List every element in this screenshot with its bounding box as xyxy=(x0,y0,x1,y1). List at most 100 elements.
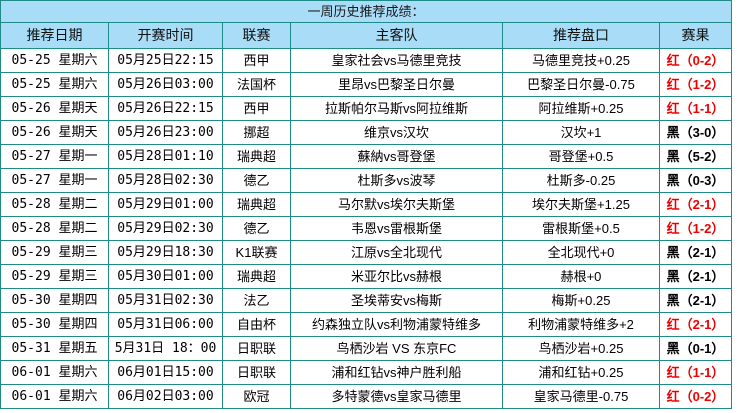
cell-handicap: 杜斯多-0.25 xyxy=(502,168,660,193)
cell-date: 05-27 星期一 xyxy=(0,168,109,193)
table-row[interactable]: 06-01 星期六 06月02日03:00 欧冠 多特蒙德vs皇家马德里 皇家马德里-0… xyxy=(0,384,733,409)
table-title: 一周历史推荐成绩： xyxy=(0,0,733,23)
cell-result: 红（1-2） xyxy=(658,216,733,241)
cell-result: 红（2-1） xyxy=(658,312,733,337)
cell-teams: 马尔默vs埃尔夫斯堡 xyxy=(290,192,503,217)
cell-time: 05月28日01:10 xyxy=(108,144,223,169)
cell-handicap: 哥登堡+0.5 xyxy=(502,144,660,169)
table-row[interactable]: 05-27 星期一 05月28日02:30 德乙 杜斯多vs波琴 杜斯多-0.25 黑（0… xyxy=(0,168,733,193)
cell-league: 自由杯 xyxy=(222,312,291,337)
cell-league: 瑞典超 xyxy=(222,192,291,217)
cell-teams: 约森独立队vs利物浦蒙特维多 xyxy=(290,312,503,337)
cell-handicap: 皇家马德里-0.75 xyxy=(502,384,660,409)
cell-league: 日职联 xyxy=(222,336,291,361)
cell-result: 黑（2-1） xyxy=(658,288,733,313)
column-header-handicap[interactable]: 推荐盘口 xyxy=(502,22,660,49)
table-row[interactable]: 05-30 星期四 05月31日02:30 法乙 圣埃蒂安vs梅斯 梅斯+0.25 黑（2… xyxy=(0,288,733,313)
cell-result: 红（0-2） xyxy=(658,384,733,409)
cell-date: 05-26 星期天 xyxy=(0,120,109,145)
column-header-league[interactable]: 联赛 xyxy=(222,22,291,49)
cell-league: 挪超 xyxy=(222,120,291,145)
cell-date: 05-28 星期二 xyxy=(0,192,109,217)
column-header-teams[interactable]: 主客队 xyxy=(290,22,503,49)
cell-time: 05月31日06:00 xyxy=(108,312,223,337)
table-row[interactable]: 05-28 星期二 05月29日02:30 德乙 韦恩vs雷根斯堡 雷根斯堡+0.5 红（… xyxy=(0,216,733,241)
cell-date: 05-29 星期三 xyxy=(0,240,109,265)
cell-date: 05-25 星期六 xyxy=(0,48,109,73)
cell-time: 05月28日02:30 xyxy=(108,168,223,193)
cell-time: 05月26日23:00 xyxy=(108,120,223,145)
cell-handicap: 埃尔夫斯堡+1.25 xyxy=(502,192,660,217)
cell-teams: 圣埃蒂安vs梅斯 xyxy=(290,288,503,313)
cell-teams: 江原vs全北现代 xyxy=(290,240,503,265)
cell-time: 05月26日22:15 xyxy=(108,96,223,121)
cell-handicap: 巴黎圣日尔曼-0.75 xyxy=(502,72,660,97)
cell-result: 红（1-1） xyxy=(658,96,733,121)
table-row[interactable]: 05-26 星期天 05月26日23:00 挪超 维京vs汉坎 汉坎+1 黑（3-0） xyxy=(0,120,733,145)
cell-result: 黑（2-1） xyxy=(658,240,733,265)
table-row[interactable]: 05-26 星期天 05月26日22:15 西甲 拉斯帕尔马斯vs阿拉维斯 阿拉维斯+0… xyxy=(0,96,733,121)
cell-handicap: 阿拉维斯+0.25 xyxy=(502,96,660,121)
cell-time: 05月26日03:00 xyxy=(108,72,223,97)
cell-handicap: 赫根+0 xyxy=(502,264,660,289)
cell-handicap: 全北现代+0 xyxy=(502,240,660,265)
cell-handicap: 鸟栖沙岩+0.25 xyxy=(502,336,660,361)
table-row[interactable]: 05-29 星期三 05月29日18:30 K1联赛 江原vs全北现代 全北现代+0 黑（… xyxy=(0,240,733,265)
cell-league: 日职联 xyxy=(222,360,291,385)
cell-teams: 拉斯帕尔马斯vs阿拉维斯 xyxy=(290,96,503,121)
table-row[interactable]: 05-30 星期四 05月31日06:00 自由杯 约森独立队vs利物浦蒙特维多 利物浦… xyxy=(0,312,733,337)
table-header-row: 推荐日期 开赛时间 联赛 主客队 推荐盘口 赛果 xyxy=(0,22,733,49)
cell-teams: 浦和红钻vs神户胜利船 xyxy=(290,360,503,385)
cell-league: 西甲 xyxy=(222,96,291,121)
cell-time: 05月30日01:00 xyxy=(108,264,223,289)
cell-date: 05-30 星期四 xyxy=(0,312,109,337)
cell-league: 欧冠 xyxy=(222,384,291,409)
cell-result: 黑（0-3） xyxy=(658,168,733,193)
table-row[interactable]: 06-01 星期六 06月01日15:00 日职联 浦和红钻vs神户胜利船 浦和红钻+0… xyxy=(0,360,733,385)
cell-result: 红（1-1） xyxy=(658,360,733,385)
cell-teams: 杜斯多vs波琴 xyxy=(290,168,503,193)
cell-date: 06-01 星期六 xyxy=(0,384,109,409)
history-table-container: 一周历史推荐成绩： 推荐日期 开赛时间 联赛 主客队 推荐盘口 赛果 05-25 星期六 0… xyxy=(0,0,733,409)
cell-date: 05-27 星期一 xyxy=(0,144,109,169)
cell-date: 05-30 星期四 xyxy=(0,288,109,313)
cell-handicap: 利物浦蒙特维多+2 xyxy=(502,312,660,337)
cell-time: 06月01日15:00 xyxy=(108,360,223,385)
column-header-date[interactable]: 推荐日期 xyxy=(0,22,109,49)
cell-time: 05月29日18:30 xyxy=(108,240,223,265)
cell-handicap: 梅斯+0.25 xyxy=(502,288,660,313)
table-row[interactable]: 05-27 星期一 05月28日01:10 瑞典超 蘇納vs哥登堡 哥登堡+0.5 黑（5… xyxy=(0,144,733,169)
cell-teams: 多特蒙德vs皇家马德里 xyxy=(290,384,503,409)
column-header-result[interactable]: 赛果 xyxy=(658,22,733,49)
cell-teams: 米亚尔比vs赫根 xyxy=(290,264,503,289)
cell-time: 05月25日22:15 xyxy=(108,48,223,73)
table-row[interactable]: 05-25 星期六 05月25日22:15 西甲 皇家社会vs马德里竞技 马德里竞技+0… xyxy=(0,48,733,73)
cell-result: 红（0-2） xyxy=(658,48,733,73)
cell-league: K1联赛 xyxy=(222,240,291,265)
cell-handicap: 浦和红钻+0.25 xyxy=(502,360,660,385)
cell-result: 黑（5-2） xyxy=(658,144,733,169)
column-header-time[interactable]: 开赛时间 xyxy=(108,22,223,49)
table-row[interactable]: 05-28 星期二 05月29日01:00 瑞典超 马尔默vs埃尔夫斯堡 埃尔夫斯堡+1… xyxy=(0,192,733,217)
table-row[interactable]: 05-25 星期六 05月26日03:00 法国杯 里昂vs巴黎圣日尔曼 巴黎圣日尔曼-… xyxy=(0,72,733,97)
cell-league: 瑞典超 xyxy=(222,264,291,289)
table-row[interactable]: 05-29 星期三 05月30日01:00 瑞典超 米亚尔比vs赫根 赫根+0 黑（2-1… xyxy=(0,264,733,289)
cell-date: 06-01 星期六 xyxy=(0,360,109,385)
cell-teams: 里昂vs巴黎圣日尔曼 xyxy=(290,72,503,97)
cell-league: 德乙 xyxy=(222,216,291,241)
cell-teams: 韦恩vs雷根斯堡 xyxy=(290,216,503,241)
cell-date: 05-28 星期二 xyxy=(0,216,109,241)
table-row[interactable]: 05-31 星期五 5月31日 18：00 日职联 鸟栖沙岩 VS 东京FC 鸟栖沙岩+… xyxy=(0,336,733,361)
table-title-row: 一周历史推荐成绩： xyxy=(0,0,733,23)
cell-result: 黑（2-1） xyxy=(658,264,733,289)
cell-date: 05-29 星期三 xyxy=(0,264,109,289)
cell-time: 5月31日 18：00 xyxy=(108,336,223,361)
cell-league: 西甲 xyxy=(222,48,291,73)
cell-date: 05-31 星期五 xyxy=(0,336,109,361)
weekly-history-table: 一周历史推荐成绩： 推荐日期 开赛时间 联赛 主客队 推荐盘口 赛果 05-25 星期六 0… xyxy=(0,0,733,409)
cell-result: 红（2-1） xyxy=(658,192,733,217)
cell-league: 法乙 xyxy=(222,288,291,313)
cell-result: 红（1-2） xyxy=(658,72,733,97)
cell-time: 06月02日03:00 xyxy=(108,384,223,409)
cell-teams: 皇家社会vs马德里竞技 xyxy=(290,48,503,73)
